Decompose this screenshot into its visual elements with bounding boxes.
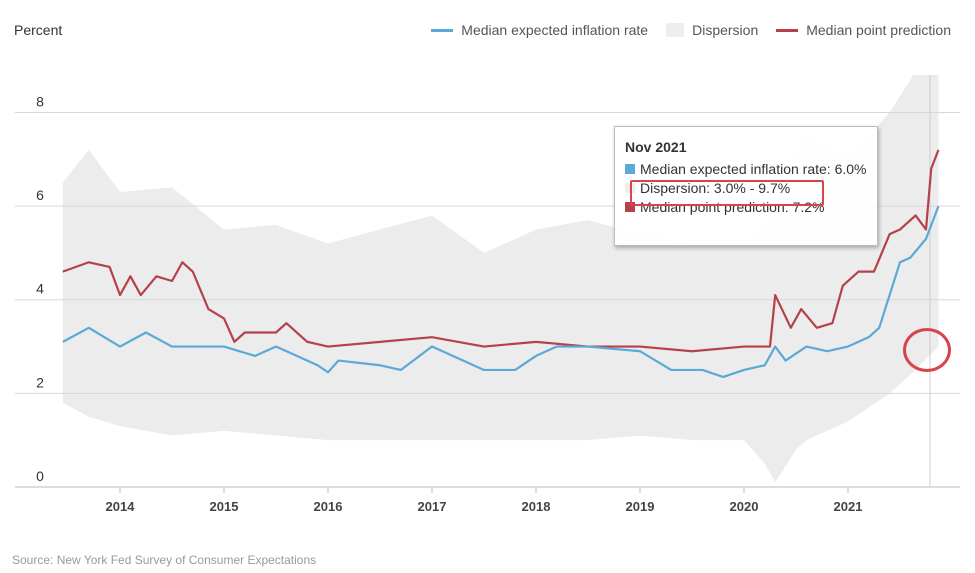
tooltip-swatch — [625, 164, 635, 174]
tooltip-median: Median expected inflation rate: 6.0% — [640, 161, 867, 177]
legend-swatch — [431, 28, 454, 32]
tooltip-title: Nov 2021 — [625, 139, 687, 155]
x-tick-label: 2016 — [314, 499, 343, 514]
tooltip-point: Median point prediction: 7.2% — [640, 199, 825, 215]
legend-swatch — [776, 28, 799, 32]
legend-item-dispersion[interactable]: Dispersion — [666, 22, 758, 38]
x-tick-label: 2020 — [730, 499, 759, 514]
legend-item-median[interactable]: Median expected inflation rate — [431, 22, 648, 38]
median-expected-line — [62, 205, 940, 379]
y-tick-label: 0 — [36, 468, 44, 484]
x-tick-label: 2014 — [106, 499, 136, 514]
legend-swatch — [666, 23, 685, 37]
x-tick-label: 2015 — [210, 499, 239, 514]
x-tick-label: 2021 — [834, 499, 863, 514]
x-tick-label: 2018 — [522, 499, 551, 514]
point-prediction-line — [62, 149, 940, 353]
y-tick-label: 4 — [36, 281, 44, 297]
y-tick-label: 2 — [36, 374, 44, 390]
x-tick-label: 2019 — [626, 499, 655, 514]
tooltip: Nov 2021 Median expected inflation rate:… — [614, 126, 878, 246]
dispersion-band — [62, 75, 939, 483]
y-tick-label: 8 — [36, 93, 44, 109]
legend: Median expected inflation rate Dispersio… — [431, 22, 951, 38]
y-axis-label: Percent — [14, 22, 63, 38]
legend-label: Dispersion — [692, 22, 759, 38]
y-tick-label: 6 — [36, 187, 44, 203]
highlight-box-annotation — [630, 180, 824, 206]
tooltip-dispersion: Dispersion: 3.0% - 9.7% — [640, 180, 791, 196]
legend-label: Median point prediction — [806, 22, 951, 38]
source-note: Source: New York Fed Survey of Consumer … — [12, 553, 317, 567]
tooltip-swatch — [625, 202, 635, 212]
legend-item-point[interactable]: Median point prediction — [776, 22, 951, 38]
x-tick-label: 2017 — [418, 499, 447, 514]
legend-label: Median expected inflation rate — [461, 22, 649, 38]
highlight-circle-annotation — [903, 328, 951, 372]
